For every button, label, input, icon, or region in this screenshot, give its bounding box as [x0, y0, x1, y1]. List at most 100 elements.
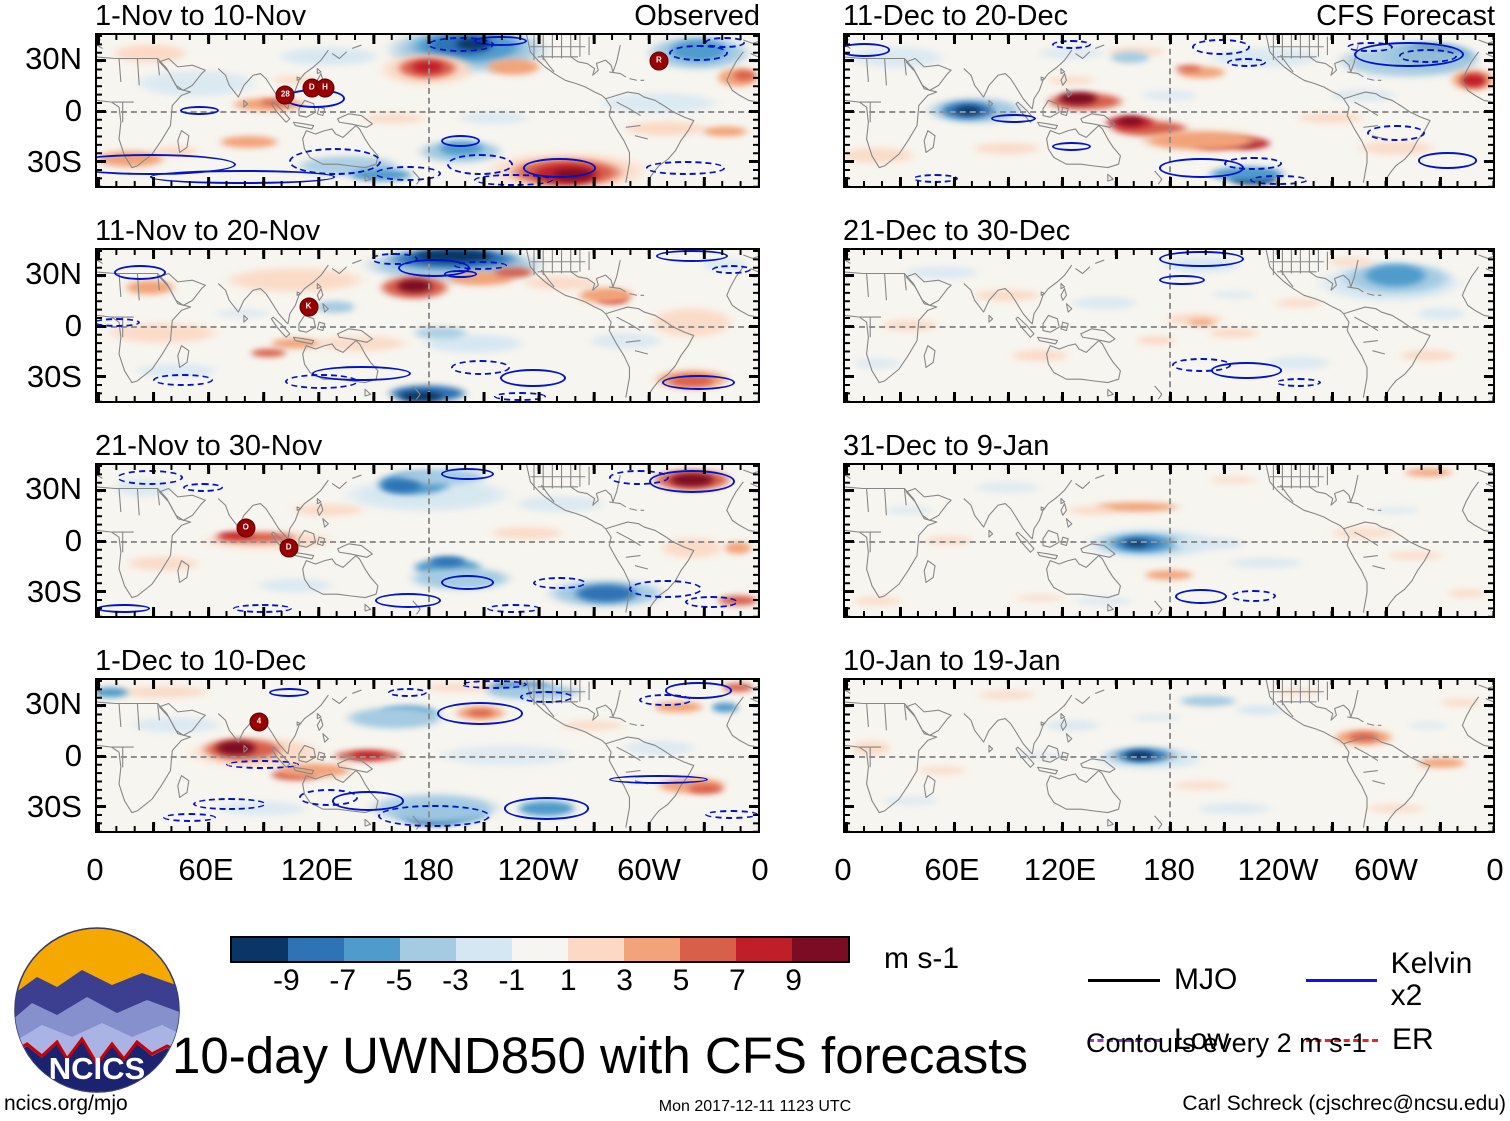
anomaly-blob — [1055, 505, 1127, 516]
anomaly-blob — [404, 57, 451, 76]
anomaly-blob — [206, 737, 266, 759]
lon-axis-label: 120W — [497, 852, 579, 887]
tick-marks — [845, 754, 854, 758]
tick-marks — [97, 754, 106, 758]
wave-contour — [1224, 156, 1283, 171]
anomaly-blob — [572, 328, 679, 353]
colorbar-segment — [680, 938, 736, 961]
map-panel — [843, 463, 1495, 618]
anomaly-blob — [1126, 87, 1212, 104]
coastline-map — [845, 680, 1493, 831]
tick-marks — [749, 159, 758, 163]
anomaly-blob — [1198, 326, 1270, 340]
colorbar-tick-label: -7 — [329, 964, 357, 997]
tick-marks — [97, 704, 106, 708]
tick-marks — [1484, 589, 1493, 593]
colorbar-segment — [288, 938, 344, 961]
tick-marks — [845, 489, 854, 493]
tick-marks — [97, 539, 106, 543]
coastline-map — [845, 465, 1493, 616]
anomaly-blob — [705, 699, 745, 715]
anomaly-blob — [948, 103, 988, 118]
colorbar-unit-label: m s-1 — [884, 942, 959, 975]
wave-contour — [1366, 124, 1425, 142]
anomaly-blob — [845, 594, 914, 608]
wave-contour — [453, 260, 507, 270]
tropical-cyclone-marker: 4 — [249, 712, 269, 732]
figure-title: 10-day UWND850 with CFS forecasts — [172, 1027, 1028, 1084]
anomaly-blob — [202, 305, 283, 321]
lon-axis-label: 120E — [280, 852, 354, 887]
anomaly-blob — [887, 262, 998, 283]
lon-axis-label: 60W — [1354, 852, 1418, 887]
tick-marks — [845, 109, 854, 113]
anomaly-blob — [913, 533, 985, 548]
lon-axis-label: 60E — [924, 852, 980, 887]
wave-contour — [1159, 274, 1205, 286]
tick-marks — [1484, 159, 1493, 163]
panel-date-range: 1-Dec to 10-Dec — [95, 645, 307, 677]
anomaly-blob — [473, 523, 580, 542]
tick-marks — [845, 374, 854, 378]
coastline-map — [845, 250, 1493, 401]
anomaly-blob — [420, 554, 474, 570]
anomaly-blob — [252, 98, 299, 108]
tick-marks — [97, 680, 758, 689]
anomaly-blob — [1431, 695, 1490, 710]
anomaly-blob — [1152, 533, 1263, 554]
colorbar-segment — [512, 938, 568, 961]
wave-contour — [1172, 357, 1231, 372]
anomaly-blob — [206, 133, 292, 152]
tick-marks — [1484, 704, 1493, 708]
tick-marks — [97, 274, 106, 278]
wave-contour — [1227, 57, 1267, 67]
legend-item: Kelvin x2 — [1306, 948, 1510, 1012]
lat-axis-label: 30N — [25, 686, 82, 721]
wave-contour — [845, 43, 891, 57]
tropical-cyclone-marker: O — [236, 518, 256, 538]
anomaly-blob — [964, 688, 1050, 702]
anomaly-blob — [1118, 749, 1161, 762]
lat-axis-label: 30S — [26, 574, 82, 609]
anomaly-blob — [845, 354, 914, 372]
anomaly-blob — [678, 781, 732, 796]
panel-date-range: 31-Dec to 9-Jan — [843, 430, 1050, 462]
tick-marks — [97, 607, 758, 616]
anomaly-blob — [1049, 88, 1108, 109]
lat-axis-label: 30S — [26, 359, 82, 394]
tick-marks — [845, 250, 1493, 259]
dateline-line — [427, 684, 430, 827]
panel-date-range: 21-Dec to 30-Dec — [843, 215, 1071, 247]
legend-note: Contours every 2 m s-1 — [1086, 1028, 1367, 1058]
colorbar-tick-label: 7 — [728, 964, 746, 997]
wave-contour — [711, 265, 752, 275]
tick-marks — [97, 589, 106, 593]
tick-marks — [749, 324, 758, 328]
lon-axis-label: 0 — [1486, 852, 1504, 887]
tick-marks — [1484, 274, 1493, 278]
tick-marks — [1484, 109, 1493, 113]
legend-label: Kelvin x2 — [1390, 947, 1473, 1012]
tick-marks — [97, 392, 758, 401]
anomaly-blob — [473, 54, 554, 79]
footer-credit: Carl Schreck (cjschrec@ncsu.edu) — [1182, 1092, 1506, 1115]
anomaly-blob — [305, 298, 365, 317]
tick-marks — [845, 589, 854, 593]
wave-contour — [523, 158, 597, 178]
dateline-line — [1169, 254, 1171, 397]
dateline-line — [1169, 684, 1171, 827]
panel-source-label: CFS Forecast — [1316, 0, 1495, 32]
panel-header: 31-Dec to 9-Jan — [843, 431, 1495, 461]
tropical-cyclone-marker: D — [279, 538, 299, 558]
dateline-line — [427, 469, 430, 612]
tick-marks — [749, 539, 758, 543]
anomaly-blob — [958, 479, 1056, 496]
anomaly-blob — [1110, 115, 1150, 128]
panel-header: 10-Jan to 19-Jan — [843, 646, 1495, 676]
panel-header: 21-Nov to 30-Nov — [95, 431, 760, 461]
tick-marks — [845, 822, 1493, 831]
tick-marks — [749, 374, 758, 378]
tick-marks — [845, 680, 1493, 689]
footer-site-link: ncics.org/mjo — [4, 1092, 128, 1115]
anomaly-blob — [1437, 586, 1493, 601]
